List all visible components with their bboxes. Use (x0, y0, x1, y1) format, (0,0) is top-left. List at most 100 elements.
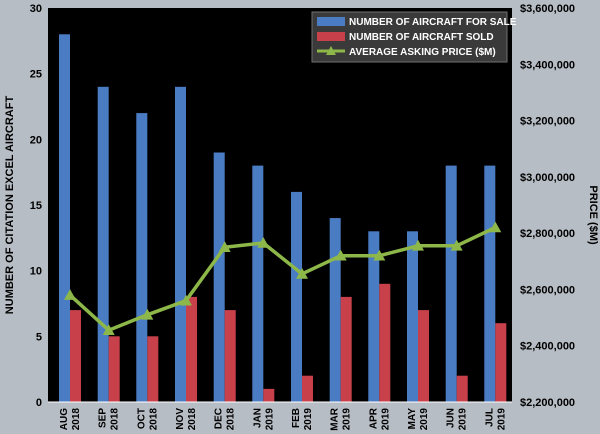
x-tick-month-label: DEC (214, 408, 225, 429)
bar-for-sale-aug-2018 (59, 34, 70, 403)
bar-sold-feb-2019 (302, 375, 313, 402)
price-line (68, 225, 497, 332)
legend-swatch-for-sale (317, 17, 345, 26)
price-point-apr-2019 (373, 249, 386, 261)
x-tick-sep-2018: SEP 2018 (98, 408, 121, 431)
bar-for-sale-may-2019 (407, 231, 418, 402)
y-axis-ticks: 0 5 10 15 20 25 30 (30, 3, 42, 409)
x-tick-month-label: OCT (136, 408, 147, 429)
bar-sold-dec-2018 (224, 310, 236, 402)
price-point-may-2019 (412, 239, 424, 251)
bar-sold-sep-2018 (108, 336, 120, 402)
bar-for-sale-oct-2018 (136, 113, 148, 402)
x-tick-jun-2019: JUN 2019 (446, 408, 469, 431)
x-tick-year-label: 2018 (148, 408, 159, 431)
x-tick-year-label: 2018 (226, 408, 237, 431)
y2-tick-label: $2,600,000 (520, 284, 575, 296)
y2-tick-label: $2,200,000 (520, 397, 575, 409)
x-tick-oct-2018: OCT 2018 (136, 408, 159, 431)
price-point-aug-2018 (64, 289, 76, 300)
x-tick-month-label: SEP (98, 408, 109, 428)
x-tick-month-label: FEB (291, 408, 302, 428)
bar-for-sale-nov-2018 (175, 86, 186, 403)
bar-for-sale-jul-2019 (484, 165, 496, 402)
y-tick-label: 25 (30, 69, 42, 81)
y2-tick-label: $3,200,000 (520, 116, 575, 128)
legend-label-sold: NUMBER OF AIRCRAFT SOLD (349, 32, 494, 43)
y2-tick-label: $2,400,000 (520, 341, 575, 353)
bar-for-sale-feb-2019 (291, 191, 302, 402)
x-tick-jan-2019: JAN 2019 (252, 408, 275, 431)
y2-tick-label: $3,000,000 (520, 172, 575, 184)
x-tick-year-label: 2019 (303, 408, 314, 431)
price-point-oct-2018 (141, 308, 154, 320)
y-tick-label: 10 (30, 266, 42, 278)
x-tick-jul-2019: JUL 2019 (484, 408, 507, 431)
x-tick-year-label: 2018 (187, 408, 198, 431)
price-point-sep-2018 (102, 324, 115, 335)
x-tick-dec-2018: DEC 2018 (214, 408, 237, 431)
x-tick-year-label: 2018 (71, 408, 82, 431)
bar-for-sale-mar-2019 (329, 218, 341, 402)
x-tick-feb-2019: FEB 2019 (291, 408, 314, 431)
x-tick-year-label: 2018 (110, 408, 121, 431)
x-tick-month-label: AUG (59, 408, 70, 430)
bar-for-sale-apr-2019 (368, 231, 380, 402)
bar-sold-jan-2019 (263, 388, 275, 402)
x-tick-apr-2019: APR 2019 (368, 407, 391, 430)
bar-for-sale-jan-2019 (252, 165, 264, 402)
y2-axis-ticks: $2,200,000 $2,400,000 $2,600,000 $2,800,000… (520, 3, 575, 409)
bar-for-sale-jun-2019 (445, 165, 457, 402)
legend-swatch-price-marker (326, 46, 336, 55)
y2-tick-label: $3,600,000 (520, 3, 575, 15)
bars-layer (59, 34, 507, 403)
bar-sold-aug-2018 (70, 310, 81, 402)
y2-axis-title: PRICE ($M) (587, 185, 599, 245)
y2-tick-label: $2,800,000 (520, 228, 575, 240)
x-tick-month-label: APR (368, 407, 379, 429)
x-tick-aug-2018: AUG 2018 (59, 408, 82, 431)
x-tick-year-label: 2019 (419, 408, 430, 431)
x-tick-year-label: 2019 (342, 408, 353, 431)
bar-sold-jul-2019 (495, 323, 507, 402)
y2-tick-label: $3,400,000 (520, 59, 575, 71)
legend-label-for-sale: NUMBER OF AIRCRAFT FOR SALE (349, 17, 517, 28)
plot-area (48, 8, 512, 402)
price-point-jan-2019 (257, 237, 270, 248)
price-point-nov-2018 (180, 294, 192, 306)
price-point-dec-2018 (218, 241, 231, 252)
y-tick-label: 0 (36, 397, 42, 409)
bar-sold-jun-2019 (456, 375, 468, 402)
x-tick-month-label: MAR (330, 407, 341, 431)
x-tick-year-label: 2019 (380, 408, 391, 431)
bar-for-sale-dec-2018 (213, 152, 225, 402)
x-tick-month-label: NOV (175, 408, 186, 430)
x-tick-mar-2019: MAR 2019 (330, 407, 353, 431)
x-tick-month-label: JUL (484, 408, 495, 427)
price-point-feb-2019 (296, 267, 308, 279)
bar-sold-oct-2018 (147, 336, 159, 402)
bar-sold-may-2019 (418, 310, 429, 402)
y-axis-title: NUMBER OF CITATION EXCEL AIRCRAFT (4, 96, 16, 315)
x-tick-month-label: JUN (446, 408, 457, 428)
y-tick-label: 20 (30, 134, 42, 146)
bar-sold-apr-2019 (379, 283, 391, 402)
legend-label-price: AVERAGE ASKING PRICE ($M) (349, 47, 496, 58)
bar-for-sale-sep-2018 (97, 86, 109, 403)
price-point-jun-2019 (450, 239, 463, 251)
x-tick-may-2019: MAY 2019 (407, 408, 430, 431)
x-tick-year-label: 2019 (458, 408, 469, 431)
legend-swatch-sold (317, 32, 345, 41)
x-tick-nov-2018: NOV 2018 (175, 408, 198, 431)
line-layer (64, 221, 502, 335)
price-point-jul-2019 (489, 221, 502, 233)
y-tick-label: 30 (30, 3, 42, 15)
y-tick-label: 15 (30, 200, 42, 212)
x-tick-year-label: 2019 (496, 408, 507, 431)
x-tick-month-label: JAN (252, 408, 263, 428)
price-point-mar-2019 (334, 249, 347, 261)
x-tick-month-label: MAY (407, 408, 418, 430)
bar-sold-mar-2019 (340, 296, 352, 402)
x-tick-year-label: 2019 (264, 408, 275, 431)
